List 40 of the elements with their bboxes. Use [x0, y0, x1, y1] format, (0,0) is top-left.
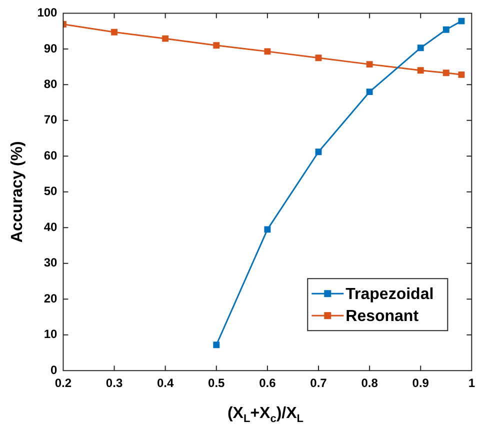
y-tick-label: 60: [44, 148, 58, 162]
y-tick-label: 30: [44, 256, 58, 270]
x-tick-label: 0.8: [361, 376, 378, 390]
point: [264, 48, 271, 55]
point: [162, 35, 169, 42]
point: [442, 70, 450, 76]
point: [213, 342, 220, 348]
point: [213, 42, 220, 49]
point: [442, 26, 450, 33]
x-tick-label: 0.6: [259, 376, 276, 390]
y-axis-title: Accuracy (%): [9, 141, 26, 243]
y-tick-label: 70: [44, 112, 58, 127]
point: [315, 148, 322, 156]
y-tick-label: 40: [44, 220, 58, 234]
x-tick-label: 0.9: [412, 376, 430, 390]
y-tick-label: 50: [44, 184, 58, 198]
x-tick-label: 1: [468, 376, 476, 390]
x-tick-label: 0.4: [156, 376, 174, 390]
x-tick-label: 0.7: [310, 376, 328, 390]
point: [417, 44, 424, 52]
y-tick-label: 80: [44, 76, 58, 91]
x-tick-label: 0.2: [54, 376, 72, 390]
y-tick-label: 0: [50, 362, 58, 377]
point: [458, 18, 465, 24]
point: [366, 88, 373, 96]
point: [366, 61, 373, 68]
point: [458, 71, 465, 78]
y-tick-label: 20: [44, 291, 58, 306]
x-axis-title: (X$_{L}$+X$_{c}$)/X$_{L}$: [226, 405, 305, 426]
x-tick-label: 0.5: [208, 376, 226, 390]
legend-label: Trapezoidal: [346, 286, 434, 304]
point: [417, 67, 424, 74]
y-tick-label: 10: [44, 327, 58, 342]
legend-label: Resonant: [346, 308, 420, 326]
x-tick-label: 0.3: [106, 376, 123, 390]
point: [315, 54, 322, 62]
y-tick-label: 100: [37, 6, 58, 20]
y-tick-label: 90: [44, 41, 58, 56]
point: [264, 226, 271, 233]
point: [111, 28, 118, 36]
